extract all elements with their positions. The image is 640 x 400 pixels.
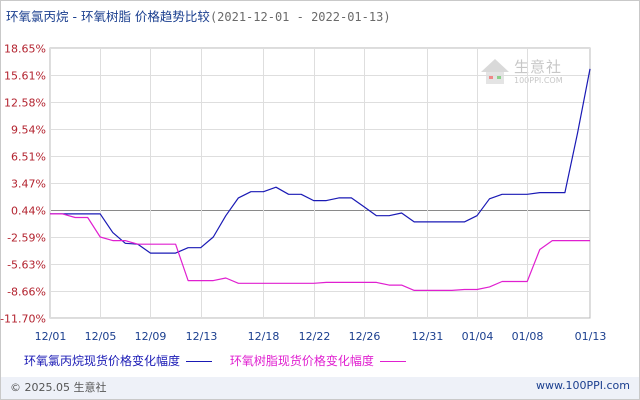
series-line-epoxy-resin: [50, 213, 590, 291]
legend-swatch-epichlorohydrin: [186, 361, 213, 362]
footer-copyright: © 2025.05 生意社: [10, 381, 107, 394]
watermark-url: 100PPI.COM: [514, 76, 563, 85]
legend-item-epichlorohydrin: 环氧氯丙烷现货价格变化幅度: [24, 352, 213, 369]
x-tick-label: 12/26: [349, 330, 381, 343]
x-tick-label: 01/13: [575, 330, 607, 343]
y-tick-label: 6.51%: [11, 151, 46, 164]
x-tick-label: 12/31: [412, 330, 444, 343]
watermark-logo: 生意社 100PPI.COM: [478, 54, 588, 94]
y-tick-label: 9.54%: [11, 124, 46, 137]
x-tick-label: 12/09: [135, 330, 167, 343]
y-tick-label: -11.70%: [0, 313, 46, 326]
x-tick-label: 12/05: [85, 330, 117, 343]
y-tick-label: -5.63%: [7, 259, 46, 272]
watermark-name: 生意社: [514, 58, 563, 76]
footer-bar: [1, 377, 639, 399]
x-axis-ticks: 12/01 12/05 12/09 12/13 12/18 12/22 12/26 12/31…: [35, 330, 607, 343]
y-tick-label: 12.58%: [4, 97, 46, 110]
legend-item-epoxy-resin: 环氧树脂现货价格变化幅度: [230, 352, 406, 369]
chart-title-main: 环氧氯丙烷 - 环氧树脂 价格趋势比较: [6, 9, 210, 24]
x-tick-label: 01/04: [462, 330, 494, 343]
legend-label-epoxy-resin: 环氧树脂现货价格变化幅度: [229, 354, 374, 368]
x-tick-label: 12/01: [35, 330, 67, 343]
footer-site-link[interactable]: www.100PPI.com: [536, 379, 630, 392]
chart-date-range: (2021-12-01 - 2022-01-13): [209, 10, 391, 24]
x-tick-label: 12/13: [186, 330, 218, 343]
grid-layer: [49, 47, 591, 319]
legend-label-epichlorohydrin: 环氧氯丙烷现货价格变化幅度: [24, 354, 181, 368]
y-tick-label: 0.44%: [11, 205, 46, 218]
y-tick-label: -8.66%: [7, 286, 46, 299]
x-tick-label: 12/22: [299, 330, 331, 343]
legend: 环氧氯丙烷现货价格变化幅度 环氧树脂现货价格变化幅度: [24, 352, 420, 369]
y-tick-label: 18.65%: [4, 43, 46, 56]
y-axis-ticks: 18.65% 15.61% 12.58% 9.54% 6.51% 3.47% 0.44% -2…: [0, 43, 46, 326]
y-tick-label: -2.59%: [7, 232, 46, 245]
chart-title: 环氧氯丙烷 - 环氧树脂 价格趋势比较(2021-12-01 - 2022-01…: [6, 6, 391, 25]
y-tick-label: 15.61%: [4, 70, 46, 83]
x-tick-label: 01/08: [512, 330, 544, 343]
legend-swatch-epoxy-resin: [379, 361, 406, 362]
series-line-epichlorohydrin: [50, 68, 591, 254]
y-tick-label: 3.47%: [11, 178, 46, 191]
x-tick-label: 12/18: [248, 330, 280, 343]
series-layer: [50, 68, 591, 291]
